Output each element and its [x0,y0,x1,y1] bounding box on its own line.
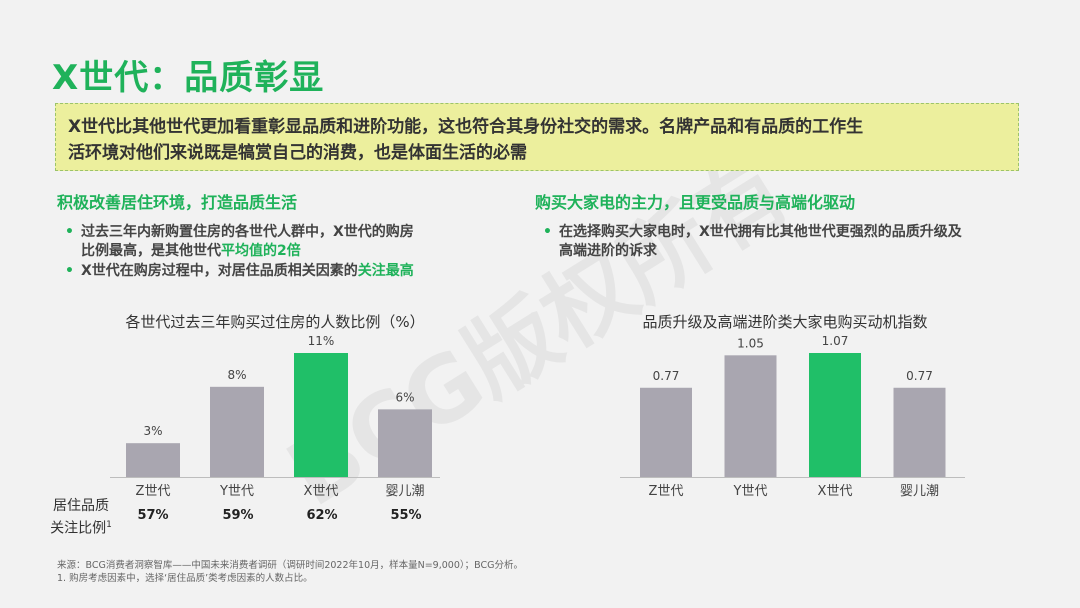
left-bullet-1: 过去三年内新购置住房的各世代人群中，X世代的购房 比例最高，是其他世代平均值的2… [57,223,497,261]
right-chart-category-label: Y世代 [733,484,768,499]
right-section-heading: 购买大家电的主力，且更受品质与高端化驱动 [535,193,856,212]
row-label-footnote-ref: 1 [106,520,112,530]
summary-callout: X世代比其他世代更加看重彰显品质和进阶功能，这也符合其身份社交的需求。名牌产品和… [55,103,1019,171]
left-chart-bar [210,386,264,477]
left-bullet-list: 过去三年内新购置住房的各世代人群中，X世代的购房 比例最高，是其他世代平均值的2… [57,223,497,282]
row-label: 居住品质 关注比例1 [42,497,120,539]
right-bullet-list: 在选择购买大家电时，X世代拥有比其他世代更强烈的品质升级及 高端进阶的诉求 [535,223,1015,262]
right-bullet-1-line-2: 高端进阶的诉求 [559,243,657,259]
row-value-z: 57% [137,508,169,523]
page-title: X世代：品质彰显 [52,58,325,98]
callout-line-2: 活环境对他们来说既是犒赏自己的消费，也是体面生活的必需 [68,143,527,163]
right-chart-category-label: X世代 [818,484,853,499]
left-chart-bar [378,409,432,477]
left-chart-data-label: 6% [395,390,414,404]
callout-line-1: X世代比其他世代更加看重彰显品质和进阶功能，这也符合其身份社交的需求。名牌产品和… [68,117,864,137]
left-bullet-1-line-1: 过去三年内新购置住房的各世代人群中，X世代的购房 [81,224,414,240]
right-chart-title: 品质升级及高端进阶类大家电购买动机指数 [642,313,928,331]
footnote-1: 1. 购房考虑因素中，选择‘居住品质’类考虑因素的人数占比。 [57,573,313,584]
right-bullet-1-line-1: 在选择购买大家电时，X世代拥有比其他世代更强烈的品质升级及 [559,224,962,240]
row-value-y: 59% [222,508,254,523]
right-chart-data-label: 1.07 [822,334,849,348]
row-label-line-1: 居住品质 [53,498,109,514]
right-chart-data-label: 0.77 [653,369,680,383]
row-label-line-2: 关注比例1 [42,516,120,539]
right-chart-bar [724,355,777,477]
left-chart-category-label: X世代 [304,484,339,499]
left-chart-data-label: 11% [308,334,335,348]
right-chart-bar [640,387,692,477]
left-bullet-2: X世代在购房过程中，对居住品质相关因素的关注最高 [57,262,497,281]
right-chart-bar [893,387,946,477]
left-bullet-2-text: X世代在购房过程中，对居住品质相关因素的 [81,263,358,279]
right-chart-category-label: Z世代 [649,484,684,499]
left-bullet-1-highlight: 平均值的2倍 [221,243,301,259]
row-value-boomer: 55% [390,508,422,523]
left-chart-data-label: 8% [227,368,246,382]
right-bullet-1: 在选择购买大家电时，X世代拥有比其他世代更强烈的品质升级及 高端进阶的诉求 [535,223,1015,261]
left-chart-title: 各世代过去三年购买过住房的人数比例（%） [125,313,425,331]
row-value-x: 62% [306,508,338,523]
left-chart-category-label: 婴儿潮 [385,484,424,499]
right-chart-bar [809,353,861,477]
left-bullet-1-line-2: 比例最高，是其他世代平均值的2倍 [81,242,497,261]
row-label-line-2-text: 关注比例 [50,520,107,537]
left-chart-category-label: Y世代 [219,484,254,499]
left-bullet-1-text: 比例最高，是其他世代 [81,243,221,259]
right-chart-data-label: 0.77 [906,369,933,383]
left-bullet-2-highlight: 关注最高 [357,263,414,279]
left-chart-bar [294,353,348,477]
right-chart-category-label: 婴儿潮 [900,484,939,499]
source-note: 来源：BCG消费者洞察智库——中国未来消费者调研（调研时间2022年10月，样本… [57,560,523,571]
left-chart-category-label: Z世代 [136,484,171,499]
left-section-heading: 积极改善居住环境，打造品质生活 [57,193,298,212]
left-chart-data-label: 3% [143,424,162,438]
left-chart-bar [126,443,180,477]
right-chart-data-label: 1.05 [737,336,764,350]
